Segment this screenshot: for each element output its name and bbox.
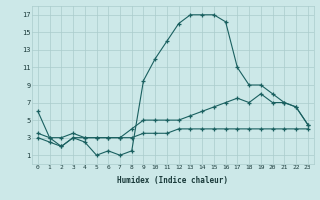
X-axis label: Humidex (Indice chaleur): Humidex (Indice chaleur) [117,176,228,185]
